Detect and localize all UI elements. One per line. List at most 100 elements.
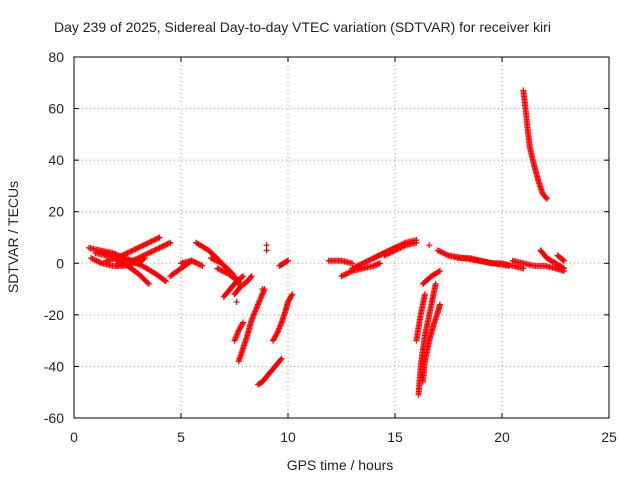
data-point [355,262,362,269]
data-point [373,253,380,260]
data-point [143,251,150,258]
y-axis-label: SDTVAR / TECUs [5,181,21,293]
data-point [426,242,433,249]
data-point [153,235,160,242]
data-point [160,242,167,249]
data-point [353,263,360,270]
data-point [400,243,407,250]
data-point [115,258,122,265]
data-point [343,270,350,277]
data-point [239,320,246,327]
data-point [92,257,99,264]
data-point [133,245,140,252]
data-point [285,257,291,264]
data-point [123,250,130,257]
data-point [209,255,216,262]
data-point [392,247,398,254]
data-point [543,195,550,202]
data-point [398,244,405,251]
y-tick-label: 60 [48,101,64,117]
y-tick-label: -60 [44,410,64,426]
y-tick-label: 20 [48,204,64,220]
data-point [520,265,527,272]
data-point [198,262,205,269]
data-point [561,257,568,264]
data-point [215,266,222,273]
data-point [263,242,270,249]
data-point [357,261,364,268]
data-point [199,262,206,269]
data-point [346,269,353,276]
data-point [440,249,447,256]
data-point [218,267,225,274]
data-point [113,257,120,264]
data-point [191,258,198,265]
data-point [137,243,144,250]
data-point [363,258,370,265]
data-point [151,247,158,254]
data-point [559,264,566,271]
data-point [436,248,443,255]
data-point [132,246,139,253]
data-point [136,244,143,251]
data-point [351,264,358,271]
data-points [85,87,568,398]
data-point [505,262,512,269]
data-point [435,268,442,275]
x-tick-label: 0 [70,429,78,445]
data-point [161,277,168,284]
data-point [362,258,369,265]
data-point [135,244,142,251]
data-point [238,274,245,281]
data-point [94,258,101,265]
data-point [278,355,285,362]
data-point [93,257,100,264]
data-point [144,279,151,286]
data-point [124,249,131,256]
data-point [370,255,377,262]
data-point [120,260,127,267]
data-point [401,242,408,249]
data-point [148,248,155,255]
data-point [378,251,385,258]
data-point [165,240,172,247]
data-point [151,237,158,244]
data-point [347,268,354,275]
data-point [144,240,151,247]
data-point [119,260,126,267]
data-point [167,239,174,246]
data-point [273,331,280,338]
y-tick-label: 40 [48,152,64,168]
data-point [90,256,97,263]
data-point [159,243,166,250]
data-point [190,258,197,265]
data-point [194,260,201,267]
data-point [128,248,135,255]
data-point [156,234,163,241]
data-point [390,248,397,255]
data-point [139,253,146,260]
data-point [145,249,152,256]
data-point [366,257,373,264]
data-point [163,278,170,285]
data-point [97,259,104,266]
data-point [413,239,420,246]
data-point [147,249,154,256]
data-point [157,244,164,251]
data-point [341,271,348,278]
data-point [361,259,368,266]
data-point [345,269,352,276]
data-point [149,248,156,255]
data-point [349,260,356,267]
data-point [442,251,449,258]
data-point [240,319,247,326]
data-point [240,273,247,280]
data-point [434,247,441,254]
data-point [148,238,155,245]
data-point [219,268,226,275]
data-point [145,239,152,246]
data-point [221,268,228,275]
data-point [96,258,103,265]
y-tick-label: -40 [44,358,64,374]
data-point [561,265,568,272]
